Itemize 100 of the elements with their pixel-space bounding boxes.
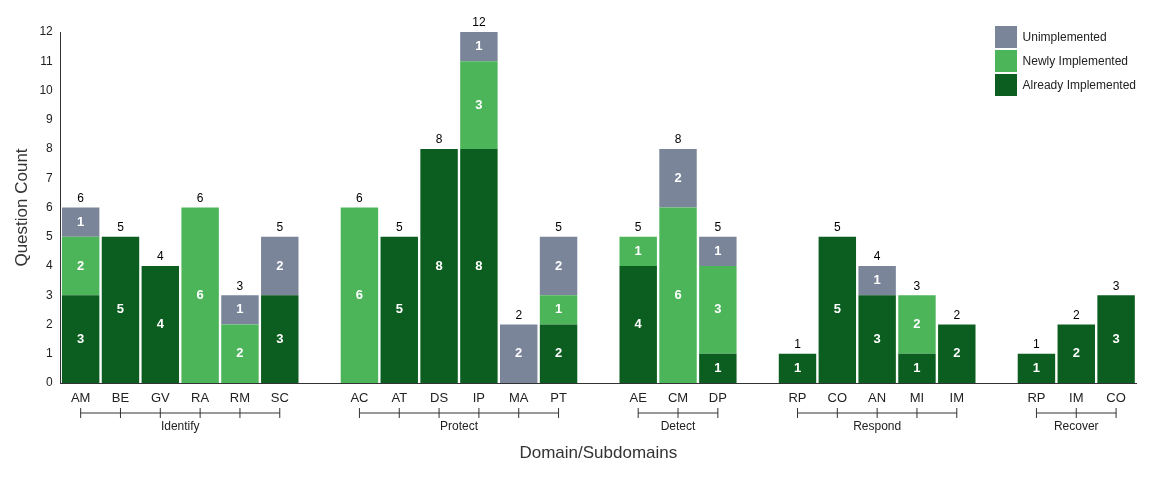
x-tick-label: AE <box>629 390 648 406</box>
bar <box>699 266 737 354</box>
data-label: 8 <box>435 257 443 273</box>
bar <box>858 295 896 383</box>
data-label: 1 <box>634 242 642 258</box>
data-label: 3 <box>873 330 881 346</box>
bar <box>380 236 418 383</box>
data-label: 5 <box>395 301 403 317</box>
total-label: 4 <box>873 249 881 264</box>
data-label: 1 <box>475 38 483 54</box>
y-tick-label: 3 <box>46 287 54 302</box>
x-tick-label: MI <box>909 390 925 406</box>
total-label: 3 <box>913 278 921 293</box>
total-label: 5 <box>555 220 563 235</box>
bar <box>1017 353 1056 383</box>
total-label: 3 <box>236 278 244 293</box>
y-axis-title: Question Count <box>11 148 31 267</box>
bar <box>261 295 299 383</box>
data-label: 3 <box>77 330 85 346</box>
y-tick-label: 10 <box>39 82 54 97</box>
data-label: 2 <box>1072 345 1080 361</box>
data-label: 2 <box>77 257 85 273</box>
bar <box>858 266 896 296</box>
data-label: 5 <box>116 301 125 317</box>
bar <box>61 207 100 237</box>
legend-label: Already Implemented <box>1022 78 1136 92</box>
y-tick-label: 0 <box>46 375 54 390</box>
bar <box>778 353 817 383</box>
x-tick-label: IP <box>472 390 486 406</box>
bar <box>420 149 458 383</box>
total-label: 6 <box>77 190 85 205</box>
y-tick-label: 7 <box>46 170 54 185</box>
bar <box>619 266 657 383</box>
x-tick-label: RP <box>1027 390 1046 406</box>
bar <box>699 236 737 266</box>
data-label: 1 <box>236 301 244 317</box>
x-tick-label: BE <box>111 390 130 406</box>
total-label: 5 <box>276 220 284 235</box>
x-tick-label: DS <box>430 390 449 406</box>
bar <box>659 207 697 383</box>
data-label: 1 <box>714 359 722 375</box>
x-tick-label: AT <box>391 390 408 406</box>
total-label: 6 <box>196 190 204 205</box>
total-label: 5 <box>634 220 642 235</box>
total-label: 8 <box>435 132 443 147</box>
text: Protect <box>439 419 479 434</box>
data-label: 6 <box>674 286 682 302</box>
bar <box>539 236 578 296</box>
bar <box>898 295 936 354</box>
bar <box>818 236 857 383</box>
bar <box>460 61 498 149</box>
bar <box>340 207 379 383</box>
total-label: 1 <box>794 337 802 352</box>
data-label: 3 <box>276 330 284 346</box>
x-tick-label: IM <box>1069 390 1084 406</box>
bar <box>539 324 578 383</box>
bar <box>460 32 498 62</box>
bar <box>141 266 180 383</box>
x-tick-label: SC <box>270 390 289 406</box>
x-tick-label: CO <box>1106 390 1126 406</box>
data-label: 2 <box>554 257 563 273</box>
y-tick-label: 5 <box>46 229 54 244</box>
bar <box>101 236 140 383</box>
total-label: 8 <box>674 132 682 147</box>
y-tick-label: 1 <box>46 346 54 361</box>
bar <box>619 236 657 266</box>
total-label: 5 <box>117 220 125 235</box>
data-label: 2 <box>515 345 523 361</box>
legend-label: Newly Implemented <box>1022 54 1128 68</box>
data-label: 3 <box>714 301 722 317</box>
bar <box>659 149 697 208</box>
total-label: 5 <box>714 220 722 235</box>
data-label: 1 <box>1032 359 1041 375</box>
bar <box>221 295 259 325</box>
data-label: 2 <box>236 345 244 361</box>
data-label: 6 <box>196 286 204 302</box>
x-tick-label: RM <box>229 390 251 406</box>
data-label: 1 <box>77 213 85 229</box>
data-label: 1 <box>913 359 921 375</box>
data-label: 2 <box>674 169 682 185</box>
bar <box>61 295 100 383</box>
x-tick-label: PT <box>550 390 567 406</box>
x-tick-label: CO <box>827 390 848 406</box>
data-label: 2 <box>913 316 921 332</box>
text: Recover <box>1053 419 1099 434</box>
total-label: 1 <box>1033 337 1041 352</box>
data-label: 2 <box>953 345 961 361</box>
x-tick-label: AN <box>868 390 887 406</box>
x-tick-label: RP <box>788 390 807 406</box>
data-label: 1 <box>554 301 563 317</box>
data-label: 8 <box>475 257 483 273</box>
y-tick-label: 11 <box>40 53 54 68</box>
total-label: 2 <box>1072 307 1080 322</box>
bar <box>1057 324 1095 383</box>
x-axis-title: Domain/Subdomains <box>519 443 678 463</box>
y-tick-label: 8 <box>46 141 54 156</box>
data-label: 1 <box>873 272 881 288</box>
y-tick-label: 4 <box>46 258 54 273</box>
data-label: 4 <box>156 316 165 332</box>
y-tick-label: 12 <box>39 24 54 39</box>
